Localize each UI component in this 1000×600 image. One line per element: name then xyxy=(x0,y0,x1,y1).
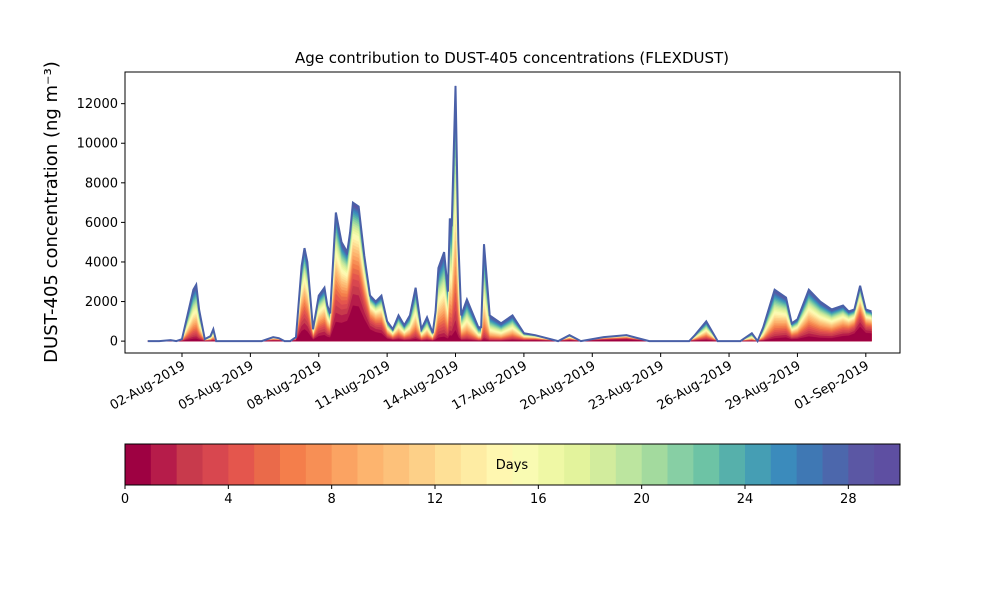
age-layer xyxy=(147,117,872,342)
age-layer xyxy=(147,125,872,342)
colorbar-segment xyxy=(435,444,462,485)
colorbar-segment xyxy=(512,444,539,485)
age-layer xyxy=(147,158,872,342)
chart-title: Age contribution to DUST-405 concentrati… xyxy=(295,49,729,67)
colorbar-segment xyxy=(745,444,772,485)
x-tick-label: 05-Aug-2019 xyxy=(176,358,256,413)
x-axis: 02-Aug-201905-Aug-201908-Aug-201911-Aug-… xyxy=(108,353,872,414)
colorbar-segment xyxy=(460,444,488,485)
colorbar-tick-label: 20 xyxy=(633,492,650,507)
colorbar-tick-label: 28 xyxy=(840,492,857,507)
colorbar-segment xyxy=(538,444,565,485)
y-tick-label: 2000 xyxy=(85,295,118,310)
colorbar-segment xyxy=(641,444,668,485)
x-tick-label: 02-Aug-2019 xyxy=(108,358,188,413)
age-layer xyxy=(147,93,872,342)
x-tick-label: 08-Aug-2019 xyxy=(244,358,324,413)
y-tick-label: 6000 xyxy=(85,216,118,231)
age-layer xyxy=(147,149,872,342)
y-tick-label: 4000 xyxy=(85,255,118,270)
colorbar-segment xyxy=(796,444,823,485)
colorbar-tick-label: 24 xyxy=(737,492,754,507)
stacked-age-layers xyxy=(147,85,872,342)
colorbar-segment xyxy=(280,444,307,485)
y-axis: 0 2000 4000 6000 8000 10000 12000 xyxy=(77,97,125,350)
colorbar-tick-label: 4 xyxy=(224,492,232,507)
colorbar-segment xyxy=(719,444,746,485)
age-layer xyxy=(147,133,872,342)
y-axis-label: DUST-405 concentration (ng m⁻³) xyxy=(41,61,62,363)
colorbar-segment xyxy=(874,444,901,485)
total-concentration-line xyxy=(147,85,872,344)
colorbar-segment xyxy=(848,444,875,485)
x-tick-label: 23-Aug-2019 xyxy=(586,358,666,413)
colorbar-segment xyxy=(770,444,798,485)
y-tick-label: 10000 xyxy=(77,137,118,152)
x-tick-label: 29-Aug-2019 xyxy=(723,358,803,413)
colorbar-tick-label: 12 xyxy=(427,492,444,507)
age-layer xyxy=(147,174,872,342)
y-tick-label: 8000 xyxy=(85,176,118,191)
colorbar-segment xyxy=(615,444,643,485)
colorbar-label: Days xyxy=(496,458,529,473)
colorbar xyxy=(125,444,901,485)
colorbar-segment xyxy=(202,444,229,485)
age-layer xyxy=(147,166,872,342)
x-tick-label: 20-Aug-2019 xyxy=(518,358,598,413)
colorbar-frame xyxy=(124,443,901,486)
colorbar-segment xyxy=(693,444,720,485)
colorbar-tick-label: 0 xyxy=(121,492,129,507)
colorbar-segment xyxy=(590,444,617,485)
colorbar-segment xyxy=(228,444,255,485)
colorbar-segment xyxy=(254,444,281,485)
x-tick-label: 01-Sep-2019 xyxy=(792,358,872,413)
age-layer xyxy=(147,85,872,342)
colorbar-segment xyxy=(150,444,178,485)
age-layer xyxy=(147,101,872,342)
colorbar-segment xyxy=(125,444,152,485)
colorbar-segment xyxy=(409,444,436,485)
x-tick-label: 17-Aug-2019 xyxy=(450,358,530,413)
y-tick-label: 0 xyxy=(110,335,118,350)
colorbar-segment xyxy=(357,444,384,485)
colorbar-segment xyxy=(305,444,333,485)
plot-area-frame xyxy=(124,71,901,354)
colorbar-segment xyxy=(383,444,410,485)
colorbar-segment xyxy=(486,444,513,485)
colorbar-axis: 0 4 8 12 16 20 24 28 xyxy=(121,485,857,507)
colorbar-segment xyxy=(822,444,849,485)
age-layer xyxy=(147,141,872,342)
colorbar-segment xyxy=(564,444,591,485)
colorbar-tick-label: 8 xyxy=(328,492,336,507)
age-layer xyxy=(147,305,872,342)
colorbar-segment xyxy=(331,444,358,485)
colorbar-tick-label: 16 xyxy=(530,492,547,507)
x-tick-label: 11-Aug-2019 xyxy=(313,358,393,413)
x-tick-label: 14-Aug-2019 xyxy=(381,358,461,413)
age-layer xyxy=(147,109,872,342)
x-tick-label: 26-Aug-2019 xyxy=(655,358,735,413)
colorbar-segment xyxy=(176,444,203,485)
y-tick-label: 12000 xyxy=(77,97,118,112)
y-axis-label-group: DUST-405 concentration (ng m⁻³) xyxy=(41,61,62,363)
colorbar-segment xyxy=(667,444,694,485)
